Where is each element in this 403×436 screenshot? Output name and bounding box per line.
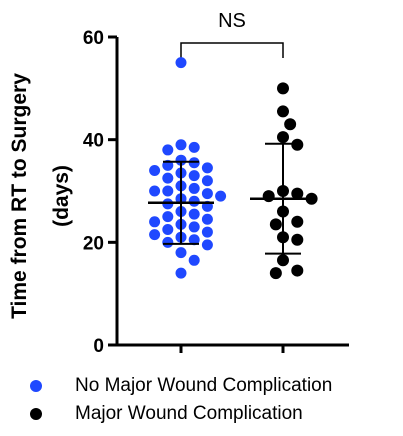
data-point [188,234,200,246]
data-point [291,215,304,228]
data-point [149,229,161,241]
data-point [284,118,297,131]
data-point [188,254,200,266]
data-point [201,213,213,225]
data-point [291,187,304,200]
data-point [291,138,304,151]
legend-label: Major Wound Complication [75,403,303,424]
data-point [291,233,304,246]
data-point [162,211,174,223]
data-point [201,188,213,200]
data-point [175,139,187,151]
y-tick-label: 60 [83,28,104,49]
data-point [291,264,304,277]
data-point [277,105,289,118]
data-point [162,172,174,184]
data-point [269,267,282,280]
data-point [188,221,200,233]
legend-item-complication: Major Wound Complication [22,400,332,428]
y-axis-label-line1: Time from RT to Surgery [8,73,31,319]
data-point [201,162,213,174]
data-point [162,224,174,235]
blue-dot-icon [30,380,42,392]
data-point [149,216,161,228]
data-point [149,164,161,176]
data-point [188,141,200,153]
legend: No Major Wound Complication Major Wound … [22,372,332,428]
data-point [188,208,200,220]
legend-label: No Major Wound Complication [75,375,333,396]
data-point [162,144,174,156]
data-point [277,254,289,267]
data-point [269,218,282,231]
data-point [149,185,161,197]
data-point [201,175,213,187]
data-point [162,185,174,197]
significance-label: NS [218,10,246,32]
y-tick-label: 20 [83,233,104,254]
black-dot-icon [30,408,42,420]
y-tick-label: 40 [83,131,104,152]
data-point [175,154,187,166]
data-point [188,157,200,169]
data-point [188,182,200,194]
y-tick-label: 0 [93,336,104,357]
data-point [277,131,289,144]
data-point [175,267,187,279]
data-point [215,190,227,202]
data-point [188,195,200,207]
y-axis-label-line2: (days) [50,165,73,227]
data-point [201,226,213,238]
legend-item-no-complication: No Major Wound Complication [22,372,332,400]
data-point [277,82,289,95]
data-point [201,239,213,251]
significance-bracket [180,42,284,58]
data-point [175,57,187,69]
data-point [188,170,200,182]
data-point [162,236,174,248]
data-point [175,247,187,259]
data-point [262,190,275,203]
